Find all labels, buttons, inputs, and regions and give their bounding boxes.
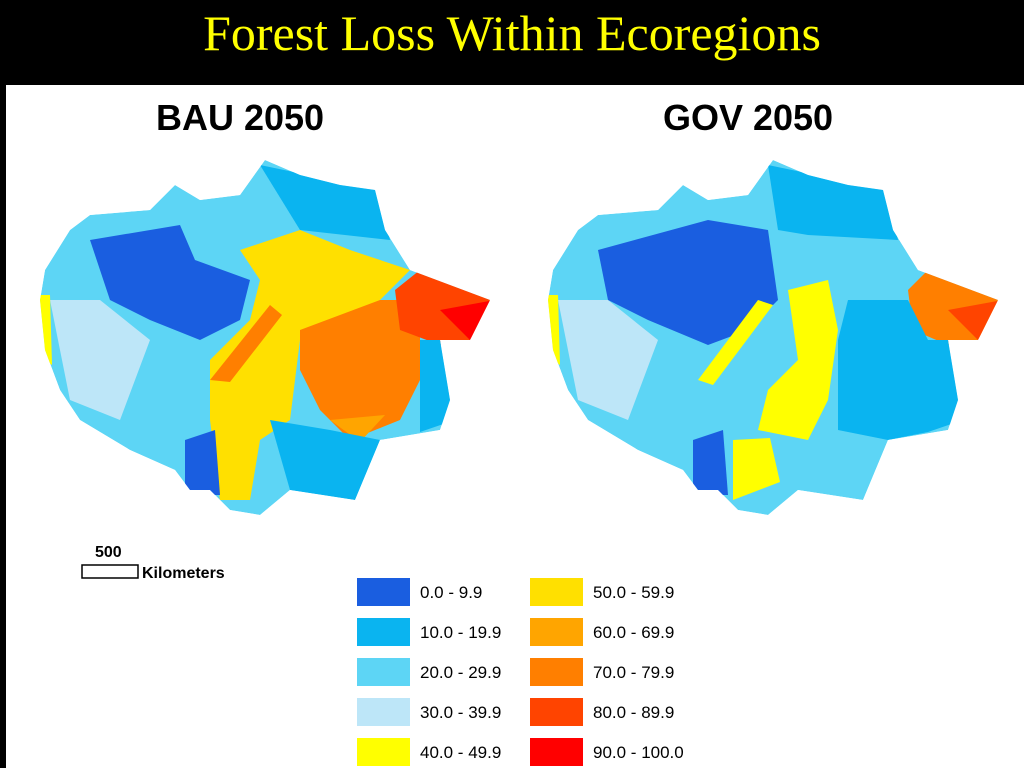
scale-unit: Kilometers (142, 565, 225, 582)
legend: 0.0 - 9.9 10.0 - 19.9 20.0 - 29.9 30.0 - 39… (357, 578, 684, 766)
legend-label: 40.0 - 49.9 (420, 743, 501, 762)
legend-label: 80.0 - 89.9 (593, 703, 674, 722)
slide-title: Forest Loss Within Ecoregions (203, 5, 821, 61)
legend-label: 0.0 - 9.9 (420, 583, 482, 602)
map-title: GOV 2050 (663, 97, 833, 138)
legend-swatch (530, 658, 583, 686)
legend-swatch (530, 698, 583, 726)
legend-swatch (530, 578, 583, 606)
legend-label: 10.0 - 19.9 (420, 623, 501, 642)
legend-swatch (357, 618, 410, 646)
legend-swatch (530, 618, 583, 646)
legend-swatch (357, 658, 410, 686)
legend-swatch (357, 578, 410, 606)
legend-label: 50.0 - 59.9 (593, 583, 674, 602)
legend-label: 90.0 - 100.0 (593, 743, 684, 762)
legend-label: 60.0 - 69.9 (593, 623, 674, 642)
legend-label: 70.0 - 79.9 (593, 663, 674, 682)
scale-bar (81, 564, 139, 579)
legend-label: 20.0 - 29.9 (420, 663, 501, 682)
scale-distance: 500 (95, 544, 122, 561)
legend-swatch (530, 738, 583, 766)
legend-label: 30.0 - 39.9 (420, 703, 501, 722)
map-title: BAU 2050 (156, 97, 324, 138)
legend-swatch (357, 698, 410, 726)
map-gov (548, 160, 998, 515)
legend-swatch (357, 738, 410, 766)
